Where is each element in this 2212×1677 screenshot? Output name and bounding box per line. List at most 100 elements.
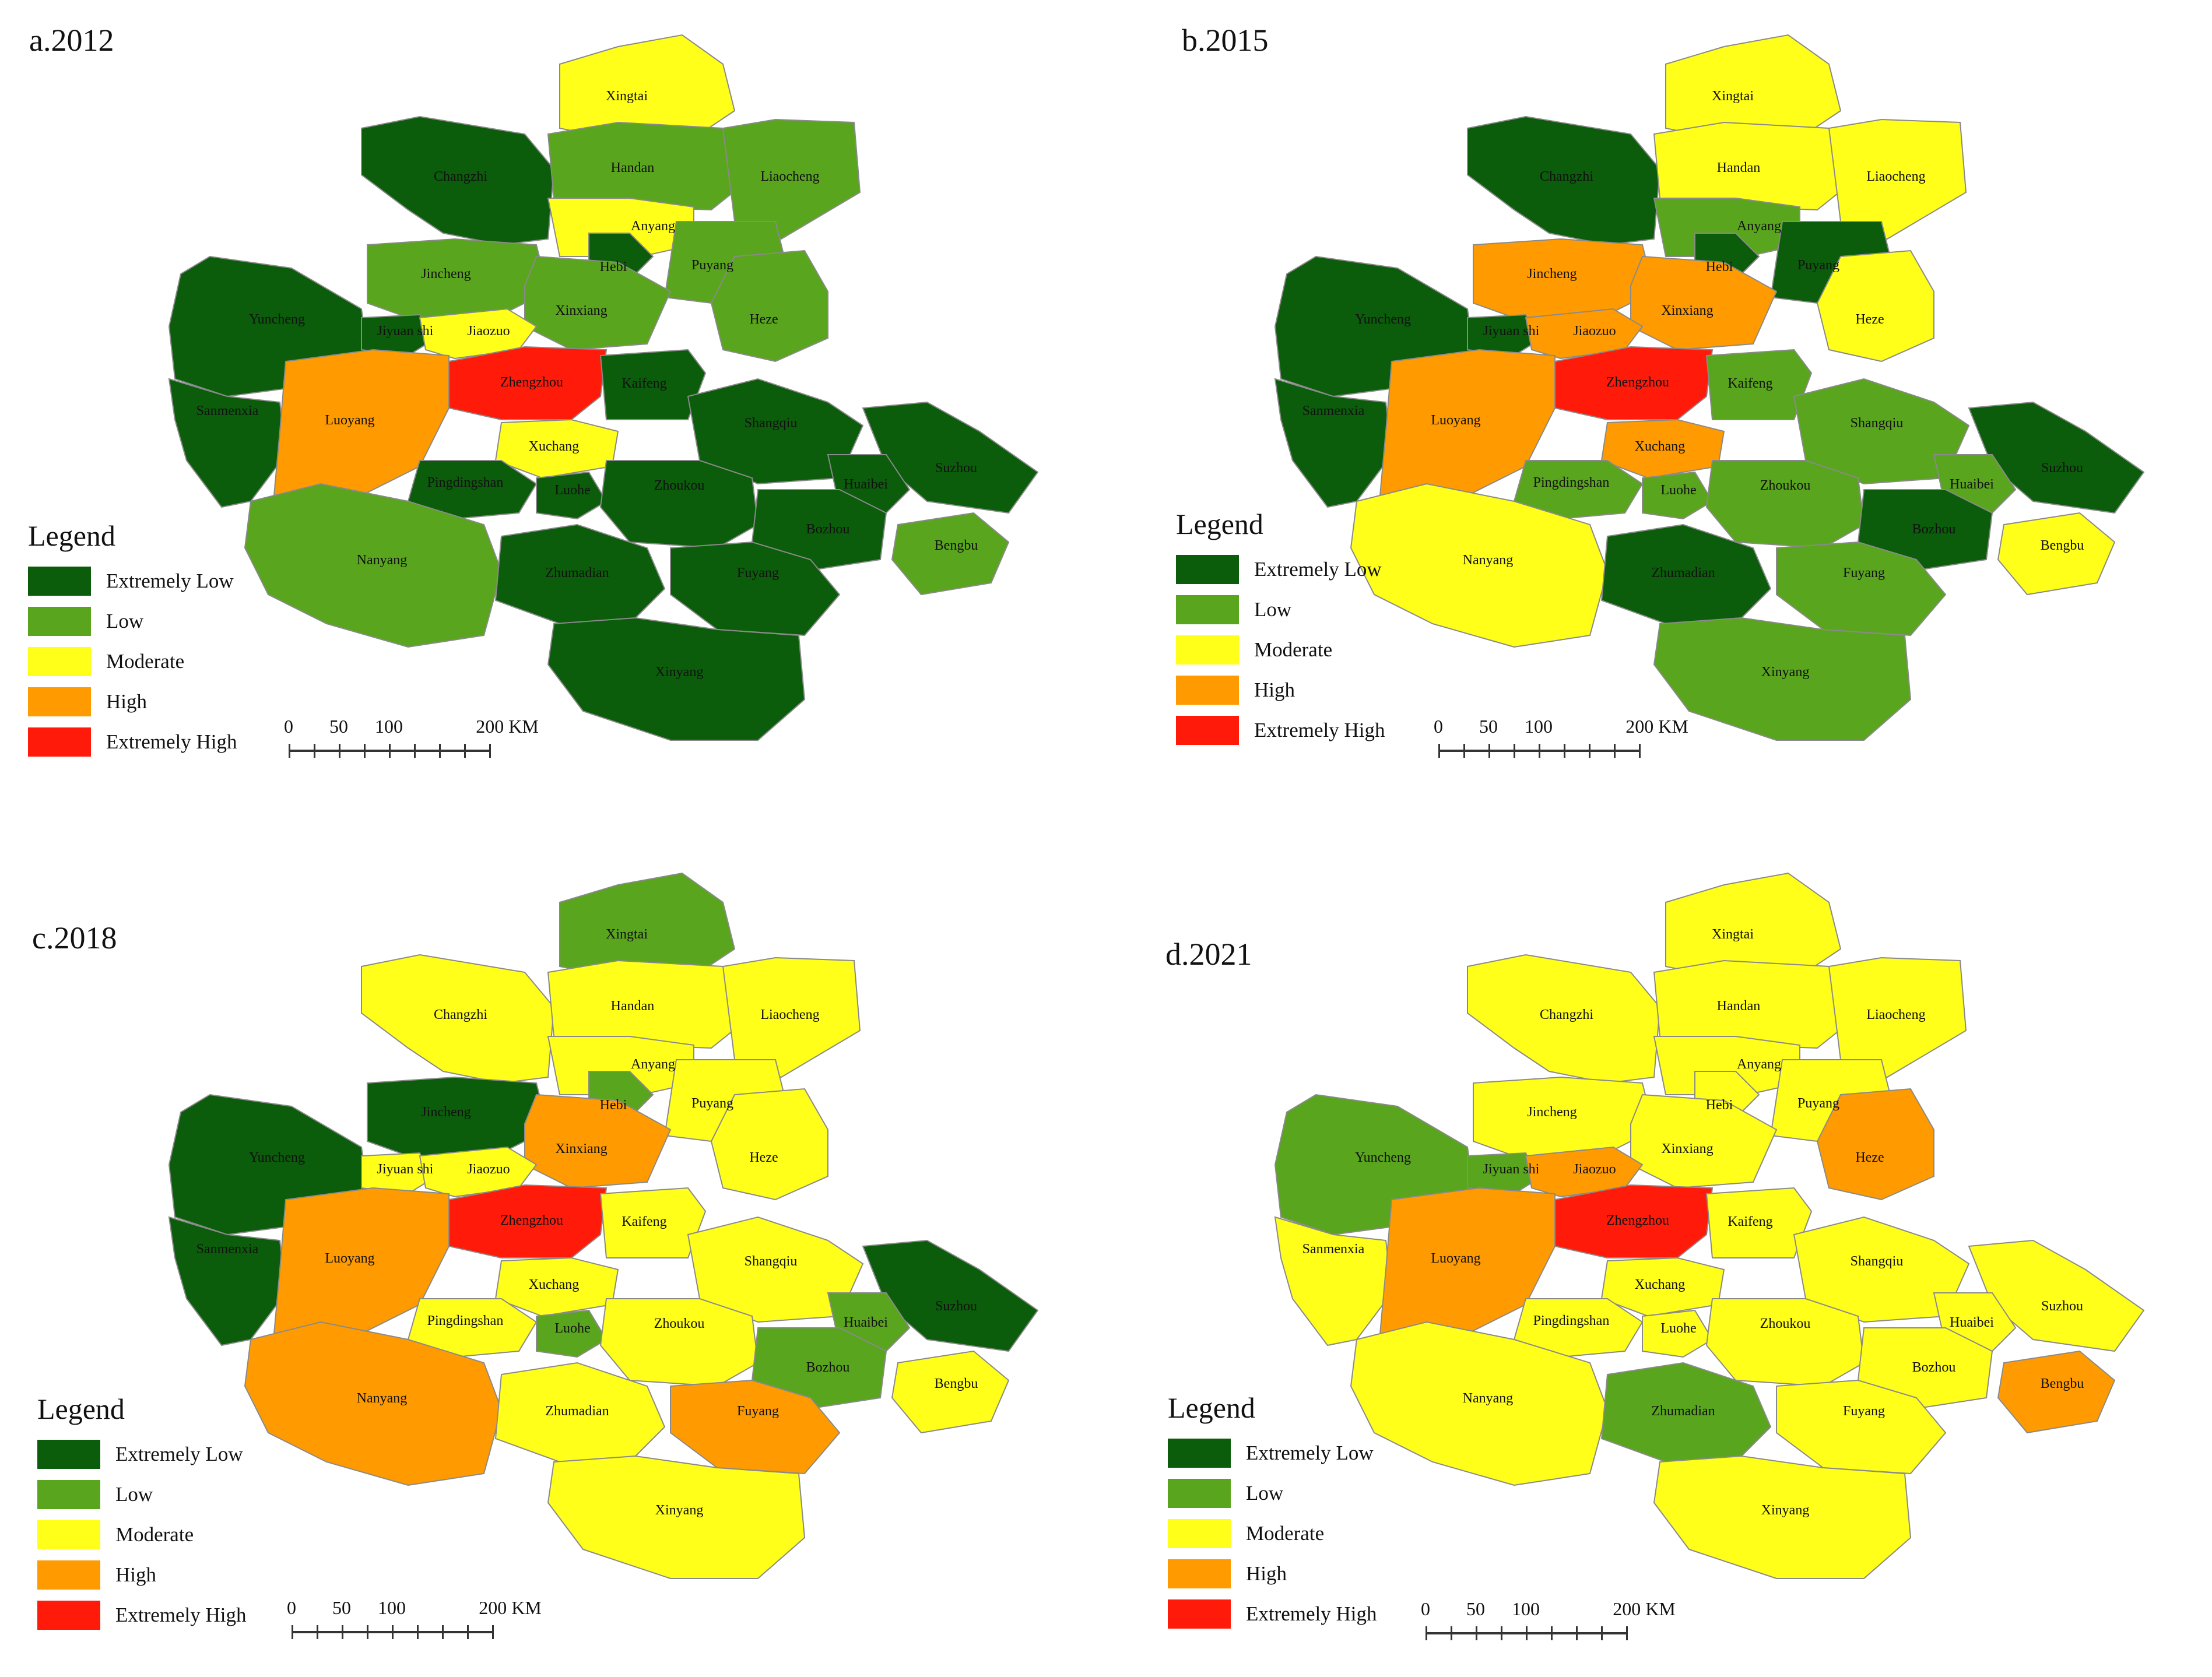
region-label-changzhi: Changzhi bbox=[434, 169, 487, 184]
legend-swatch bbox=[1168, 1438, 1231, 1468]
scale-tick-label: 50 bbox=[329, 716, 348, 737]
legend-swatch bbox=[37, 1479, 100, 1509]
scale-tick-label: 50 bbox=[332, 1597, 351, 1618]
region-label-fuyang: Fuyang bbox=[737, 1404, 779, 1419]
region-label-shangqiu: Shangqiu bbox=[1851, 416, 1904, 431]
scale-tick-label: 100 bbox=[375, 716, 403, 737]
region-xinyang bbox=[547, 1455, 806, 1579]
scale-tick-label: 0 bbox=[1421, 1598, 1430, 1619]
region-label-sanmenxia: Sanmenxia bbox=[196, 1242, 259, 1257]
legend-swatch bbox=[37, 1520, 100, 1549]
region-label-kaifeng: Kaifeng bbox=[622, 376, 666, 391]
legend-swatch bbox=[28, 646, 91, 676]
scale-tick bbox=[1438, 744, 1440, 758]
legend-swatch bbox=[28, 687, 91, 716]
region-label-suzhou: Suzhou bbox=[935, 1299, 977, 1314]
scale-tick bbox=[1576, 1626, 1578, 1640]
scale-tick bbox=[1614, 744, 1616, 758]
scale-tick bbox=[342, 1625, 343, 1639]
region-label-zhumadian: Zhumadian bbox=[545, 565, 609, 581]
region-label-jiyuan-shi: Jiyuan shi bbox=[377, 324, 434, 339]
scale-tick-label: 0 bbox=[1434, 716, 1443, 737]
legend-swatch bbox=[1176, 715, 1239, 745]
region-label-nanyang: Nanyang bbox=[1463, 1391, 1514, 1406]
region-label-xingtai: Xingtai bbox=[606, 89, 648, 104]
region-label-bozhou: Bozhou bbox=[806, 522, 850, 537]
legend-item-extremely-high: Extremely High bbox=[28, 722, 237, 762]
scale-tick bbox=[489, 744, 491, 758]
map-panel-2015: b.2015 Xingtai Changzhi Handan Liaocheng Any… bbox=[1106, 0, 2212, 838]
region-label-jiyuan-shi: Jiyuan shi bbox=[1483, 1162, 1540, 1177]
region-label-jincheng: Jincheng bbox=[421, 1105, 471, 1120]
scale-tick bbox=[417, 1625, 419, 1639]
region-label-yuncheng: Yuncheng bbox=[249, 1150, 305, 1165]
scale-tick bbox=[442, 1625, 444, 1639]
region-label-bengbu: Bengbu bbox=[2041, 1376, 2084, 1391]
region-xinxiang bbox=[1630, 1094, 1778, 1189]
region-xinxiang bbox=[1630, 255, 1778, 351]
region-luohe bbox=[1642, 1309, 1714, 1358]
region-label-zhoukou: Zhoukou bbox=[654, 478, 705, 493]
region-zhoukou bbox=[599, 460, 759, 549]
region-label-suzhou: Suzhou bbox=[935, 460, 977, 476]
region-label-liaocheng: Liaocheng bbox=[1866, 169, 1925, 184]
panel-title: c.2018 bbox=[32, 920, 117, 955]
scale-tick bbox=[439, 744, 441, 758]
legend: Legend Extremely Low Low Moderate High E… bbox=[37, 1392, 247, 1635]
legend-label: High bbox=[1246, 1562, 1287, 1585]
region-bengbu bbox=[1997, 512, 2116, 596]
legend-item-low: Low bbox=[1176, 589, 1385, 630]
region-heze bbox=[710, 1088, 828, 1201]
region-label-yuncheng: Yuncheng bbox=[1355, 1150, 1411, 1165]
region-label-handan: Handan bbox=[1717, 160, 1761, 175]
legend-item-moderate: Moderate bbox=[37, 1514, 247, 1555]
map-panel-2018: c.2018 Xingtai Changzhi Handan Liaocheng Any… bbox=[0, 838, 1106, 1676]
scale-tick-label: 0 bbox=[284, 716, 293, 737]
region-label-xinxiang: Xinxiang bbox=[555, 303, 607, 318]
region-label-kaifeng: Kaifeng bbox=[1728, 1214, 1772, 1229]
scale-tick bbox=[389, 744, 391, 758]
region-label-kaifeng: Kaifeng bbox=[1728, 376, 1772, 391]
legend-item-high: High bbox=[1176, 670, 1385, 710]
region-bengbu bbox=[1997, 1350, 2116, 1434]
scale-bar: 0 50 100 200 KM bbox=[1434, 716, 1688, 768]
scale-tick bbox=[414, 744, 416, 758]
region-label-luoyang: Luoyang bbox=[325, 1251, 374, 1266]
region-label-puyang: Puyang bbox=[1797, 258, 1839, 273]
legend-label: Extremely High bbox=[1246, 1602, 1377, 1625]
legend-label: High bbox=[115, 1563, 156, 1586]
region-jiyuan-shi bbox=[361, 1152, 433, 1195]
legend-item-low: Low bbox=[37, 1474, 247, 1514]
legend-item-extremely-high: Extremely High bbox=[1176, 710, 1385, 750]
region-label-changzhi: Changzhi bbox=[1540, 169, 1593, 184]
region-label-shangqiu: Shangqiu bbox=[1851, 1254, 1904, 1269]
legend-label: Moderate bbox=[1254, 638, 1333, 661]
region-label-jiaozuo: Jiaozuo bbox=[1573, 324, 1616, 339]
region-label-hebi: Hebi bbox=[600, 1098, 627, 1113]
region-label-bengbu: Bengbu bbox=[935, 538, 978, 553]
legend-swatch bbox=[1176, 595, 1239, 624]
region-label-zhoukou: Zhoukou bbox=[654, 1316, 705, 1331]
region-label-xinyang: Xinyang bbox=[1761, 1503, 1810, 1518]
choropleth-map: Xingtai Changzhi Handan Liaocheng Anyang Hebi… bbox=[168, 872, 1039, 1579]
legend-swatch bbox=[28, 727, 91, 757]
scale-tick bbox=[1488, 744, 1490, 758]
region-label-liaocheng: Liaocheng bbox=[1866, 1007, 1925, 1022]
region-label-sanmenxia: Sanmenxia bbox=[1302, 1242, 1365, 1257]
scale-tick bbox=[467, 1625, 469, 1639]
legend-swatch bbox=[1176, 675, 1239, 705]
region-label-zhumadian: Zhumadian bbox=[1651, 565, 1715, 581]
region-label-bengbu: Bengbu bbox=[2041, 538, 2084, 553]
region-nanyang bbox=[244, 483, 503, 648]
region-label-xinxiang: Xinxiang bbox=[1661, 1141, 1713, 1156]
scale-tick bbox=[339, 744, 340, 758]
region-sanmenxia bbox=[1274, 378, 1393, 508]
region-heze bbox=[710, 249, 828, 363]
region-label-bengbu: Bengbu bbox=[935, 1376, 978, 1391]
region-label-pingdingshan: Pingdingshan bbox=[1533, 1313, 1610, 1328]
region-label-zhumadian: Zhumadian bbox=[1651, 1404, 1715, 1419]
region-nanyang bbox=[1350, 1321, 1609, 1486]
region-changzhi bbox=[1467, 954, 1661, 1084]
region-label-sanmenxia: Sanmenxia bbox=[1302, 403, 1365, 419]
region-fuyang bbox=[670, 1379, 841, 1475]
